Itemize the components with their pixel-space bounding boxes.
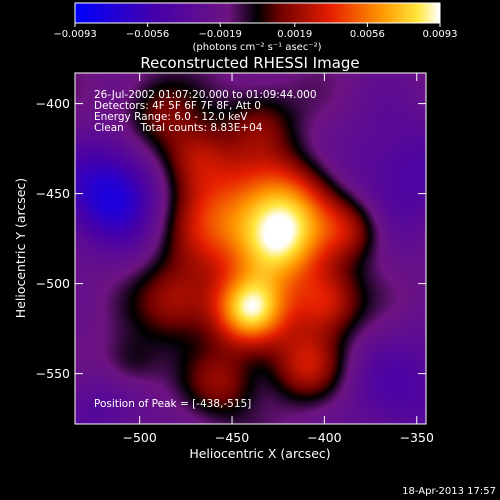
colorbar-tick-label: 0.0056	[350, 29, 385, 40]
annotation-total-counts: Clean Total counts: 8.83E+04	[94, 122, 263, 134]
plot-frame	[74, 72, 427, 425]
colorbar-tick-label: −0.0019	[199, 29, 242, 40]
annotation-block: 26-Jul-2002 01:07:20.000 to 01:09:44.000…	[94, 89, 317, 134]
y-tick-label: −500	[36, 276, 70, 291]
colorbar: −0.0093 −0.0056 −0.0019 0.0019 0.0056 0.0093 …	[53, 2, 458, 53]
x-tick-label: −450	[215, 430, 249, 445]
y-tick-label: −400	[36, 96, 70, 111]
x-tick-label: −400	[307, 430, 341, 445]
colorbar-unit-label: (photons cm⁻² s⁻¹ asec⁻²)	[192, 42, 321, 53]
x-tick-label: −500	[122, 430, 156, 445]
chart-title: Reconstructed RHESSI Image	[140, 54, 359, 72]
colorbar-tick-label: −0.0093	[53, 29, 96, 40]
annotation-detectors: Detectors: 4F 5F 6F 7F 8F, Att 0	[94, 100, 261, 112]
colorbar-ticks: −0.0093 −0.0056 −0.0019 0.0019 0.0056 0.0093	[53, 23, 458, 40]
footer-date: 18-Apr-2013 17:57	[402, 486, 496, 497]
x-tick-label: −350	[400, 430, 434, 445]
annotation-energy-range: Energy Range: 6.0 - 12.0 keV	[94, 111, 248, 123]
colorbar-tick-label: 0.0093	[423, 29, 458, 40]
plot-area: −500 −450 −400 −350 −400 −450 −500 −550 26-Jul…	[36, 72, 434, 445]
x-axis-ticks: −500 −450 −400 −350	[122, 73, 434, 445]
y-axis-label: Heliocentric Y (arcsec)	[13, 178, 28, 318]
y-axis-ticks: −400 −450 −500 −550	[36, 96, 426, 381]
colorbar-tick-label: −0.0056	[126, 29, 169, 40]
y-tick-label: −450	[36, 186, 70, 201]
colorbar-frame	[74, 2, 441, 24]
colorbar-tick-label: 0.0019	[277, 29, 312, 40]
x-axis-label: Heliocentric X (arcsec)	[189, 446, 330, 461]
annotation-time-range: 26-Jul-2002 01:07:20.000 to 01:09:44.000	[94, 89, 317, 101]
colorbar-gradient	[75, 3, 440, 23]
y-tick-label: −550	[36, 366, 70, 381]
peak-position-label: Position of Peak = [-438,-515]	[94, 398, 251, 410]
heatmap-image	[75, 73, 426, 424]
